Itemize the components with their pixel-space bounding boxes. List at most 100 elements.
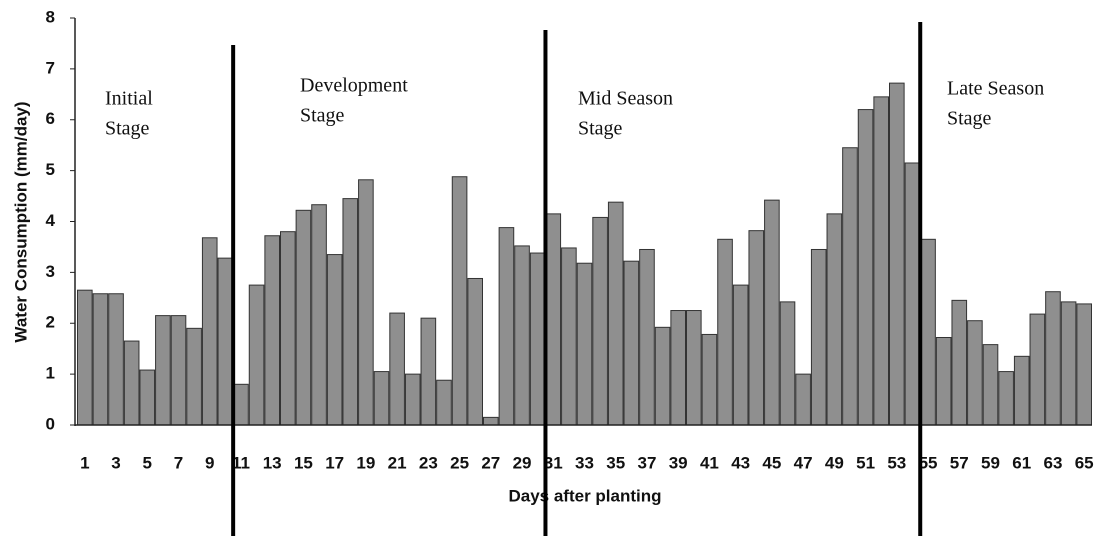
bar <box>1076 303 1093 426</box>
x-tick-label: 9 <box>205 453 214 472</box>
stage-label: Stage <box>578 118 623 140</box>
x-tick-label: 7 <box>174 453 183 472</box>
x-tick-label: 35 <box>606 453 625 472</box>
y-tick-label: 2 <box>46 313 55 332</box>
y-tick-label: 0 <box>46 414 55 433</box>
x-tick-label: 37 <box>638 453 657 472</box>
bar <box>1045 291 1061 426</box>
x-tick-label: 59 <box>981 453 1000 472</box>
x-tick-label: 25 <box>450 453 469 472</box>
bar <box>889 82 905 426</box>
bar <box>545 213 562 426</box>
bar <box>436 379 452 426</box>
x-tick-label: 49 <box>825 453 844 472</box>
x-tick-label: 17 <box>325 453 344 472</box>
x-tick-label: 45 <box>762 453 781 472</box>
y-tick-label: 5 <box>46 160 55 179</box>
x-tick-label: 65 <box>1075 453 1094 472</box>
x-tick-label: 33 <box>575 453 594 472</box>
y-tick-label: 6 <box>46 109 55 128</box>
bar <box>935 336 952 426</box>
bar <box>686 310 702 426</box>
x-tick-label: 5 <box>143 453 152 472</box>
bar <box>358 179 374 426</box>
x-tick-label: 23 <box>419 453 438 472</box>
bar <box>217 257 234 426</box>
bar <box>639 248 655 426</box>
bar <box>1060 301 1077 426</box>
bar <box>139 369 156 426</box>
x-tick-label: 11 <box>232 453 250 472</box>
x-tick-label: 1 <box>80 453 89 472</box>
bar <box>201 237 218 426</box>
x-tick-label: 57 <box>950 453 969 472</box>
x-tick-label: 19 <box>356 453 375 472</box>
bar <box>764 199 780 426</box>
x-tick-label: 47 <box>794 453 813 472</box>
stage-label: Stage <box>105 118 150 140</box>
bar <box>904 162 921 426</box>
bar <box>451 176 468 426</box>
bar <box>529 252 546 426</box>
bar <box>920 238 936 426</box>
stage-label: Late Season <box>947 78 1044 100</box>
bar <box>982 344 999 426</box>
bar <box>420 317 437 426</box>
x-tick-label: 13 <box>263 453 282 472</box>
x-tick-label: 51 <box>856 453 875 472</box>
y-tick-label: 1 <box>46 364 55 383</box>
bar <box>717 238 733 426</box>
bar <box>607 201 624 426</box>
y-tick-label: 3 <box>46 262 55 281</box>
x-tick-label: 53 <box>887 453 906 472</box>
bar <box>514 245 530 426</box>
x-tick-label: 41 <box>700 453 719 472</box>
bar <box>92 293 109 426</box>
x-tick-label: 43 <box>731 453 750 472</box>
x-tick-label: 21 <box>388 453 407 472</box>
bar <box>326 254 343 426</box>
bar <box>483 416 499 426</box>
bar <box>233 383 249 426</box>
bar <box>467 277 483 426</box>
bar <box>108 293 124 426</box>
y-tick-label: 4 <box>46 211 56 230</box>
bar <box>654 326 671 426</box>
x-tick-label: 27 <box>481 453 500 472</box>
bar <box>951 299 968 426</box>
bar <box>295 209 312 426</box>
bar <box>264 235 280 426</box>
bar <box>77 289 93 426</box>
bar <box>248 284 265 426</box>
bar <box>280 231 296 426</box>
x-tick-label: 39 <box>669 453 688 472</box>
x-tick-label: 61 <box>1012 453 1031 472</box>
x-tick-label: 15 <box>294 453 313 472</box>
bar <box>795 373 811 426</box>
bar <box>701 333 718 426</box>
bar <box>170 315 187 426</box>
stage-label: Mid Season <box>578 88 673 110</box>
x-tick-label: 31 <box>544 453 563 472</box>
y-tick-label: 7 <box>46 58 55 77</box>
bar <box>779 301 796 426</box>
x-axis-label: Days after planting <box>508 486 661 505</box>
x-tick-label: 55 <box>919 453 938 472</box>
x-tick-label: 63 <box>1044 453 1063 472</box>
y-axis-label: Water Consumption (mm/day) <box>11 101 30 342</box>
bar <box>311 204 327 426</box>
bar <box>748 230 765 426</box>
stage-label: Development <box>300 75 408 97</box>
bar <box>576 262 593 426</box>
bar <box>561 247 577 426</box>
bar <box>592 216 608 426</box>
bar <box>373 371 390 426</box>
x-tick-label: 3 <box>111 453 120 472</box>
bar <box>873 96 890 426</box>
bar <box>857 109 874 426</box>
stage-label: Stage <box>947 108 992 130</box>
bar <box>732 284 749 426</box>
bar <box>623 260 640 426</box>
bar <box>1029 313 1046 426</box>
